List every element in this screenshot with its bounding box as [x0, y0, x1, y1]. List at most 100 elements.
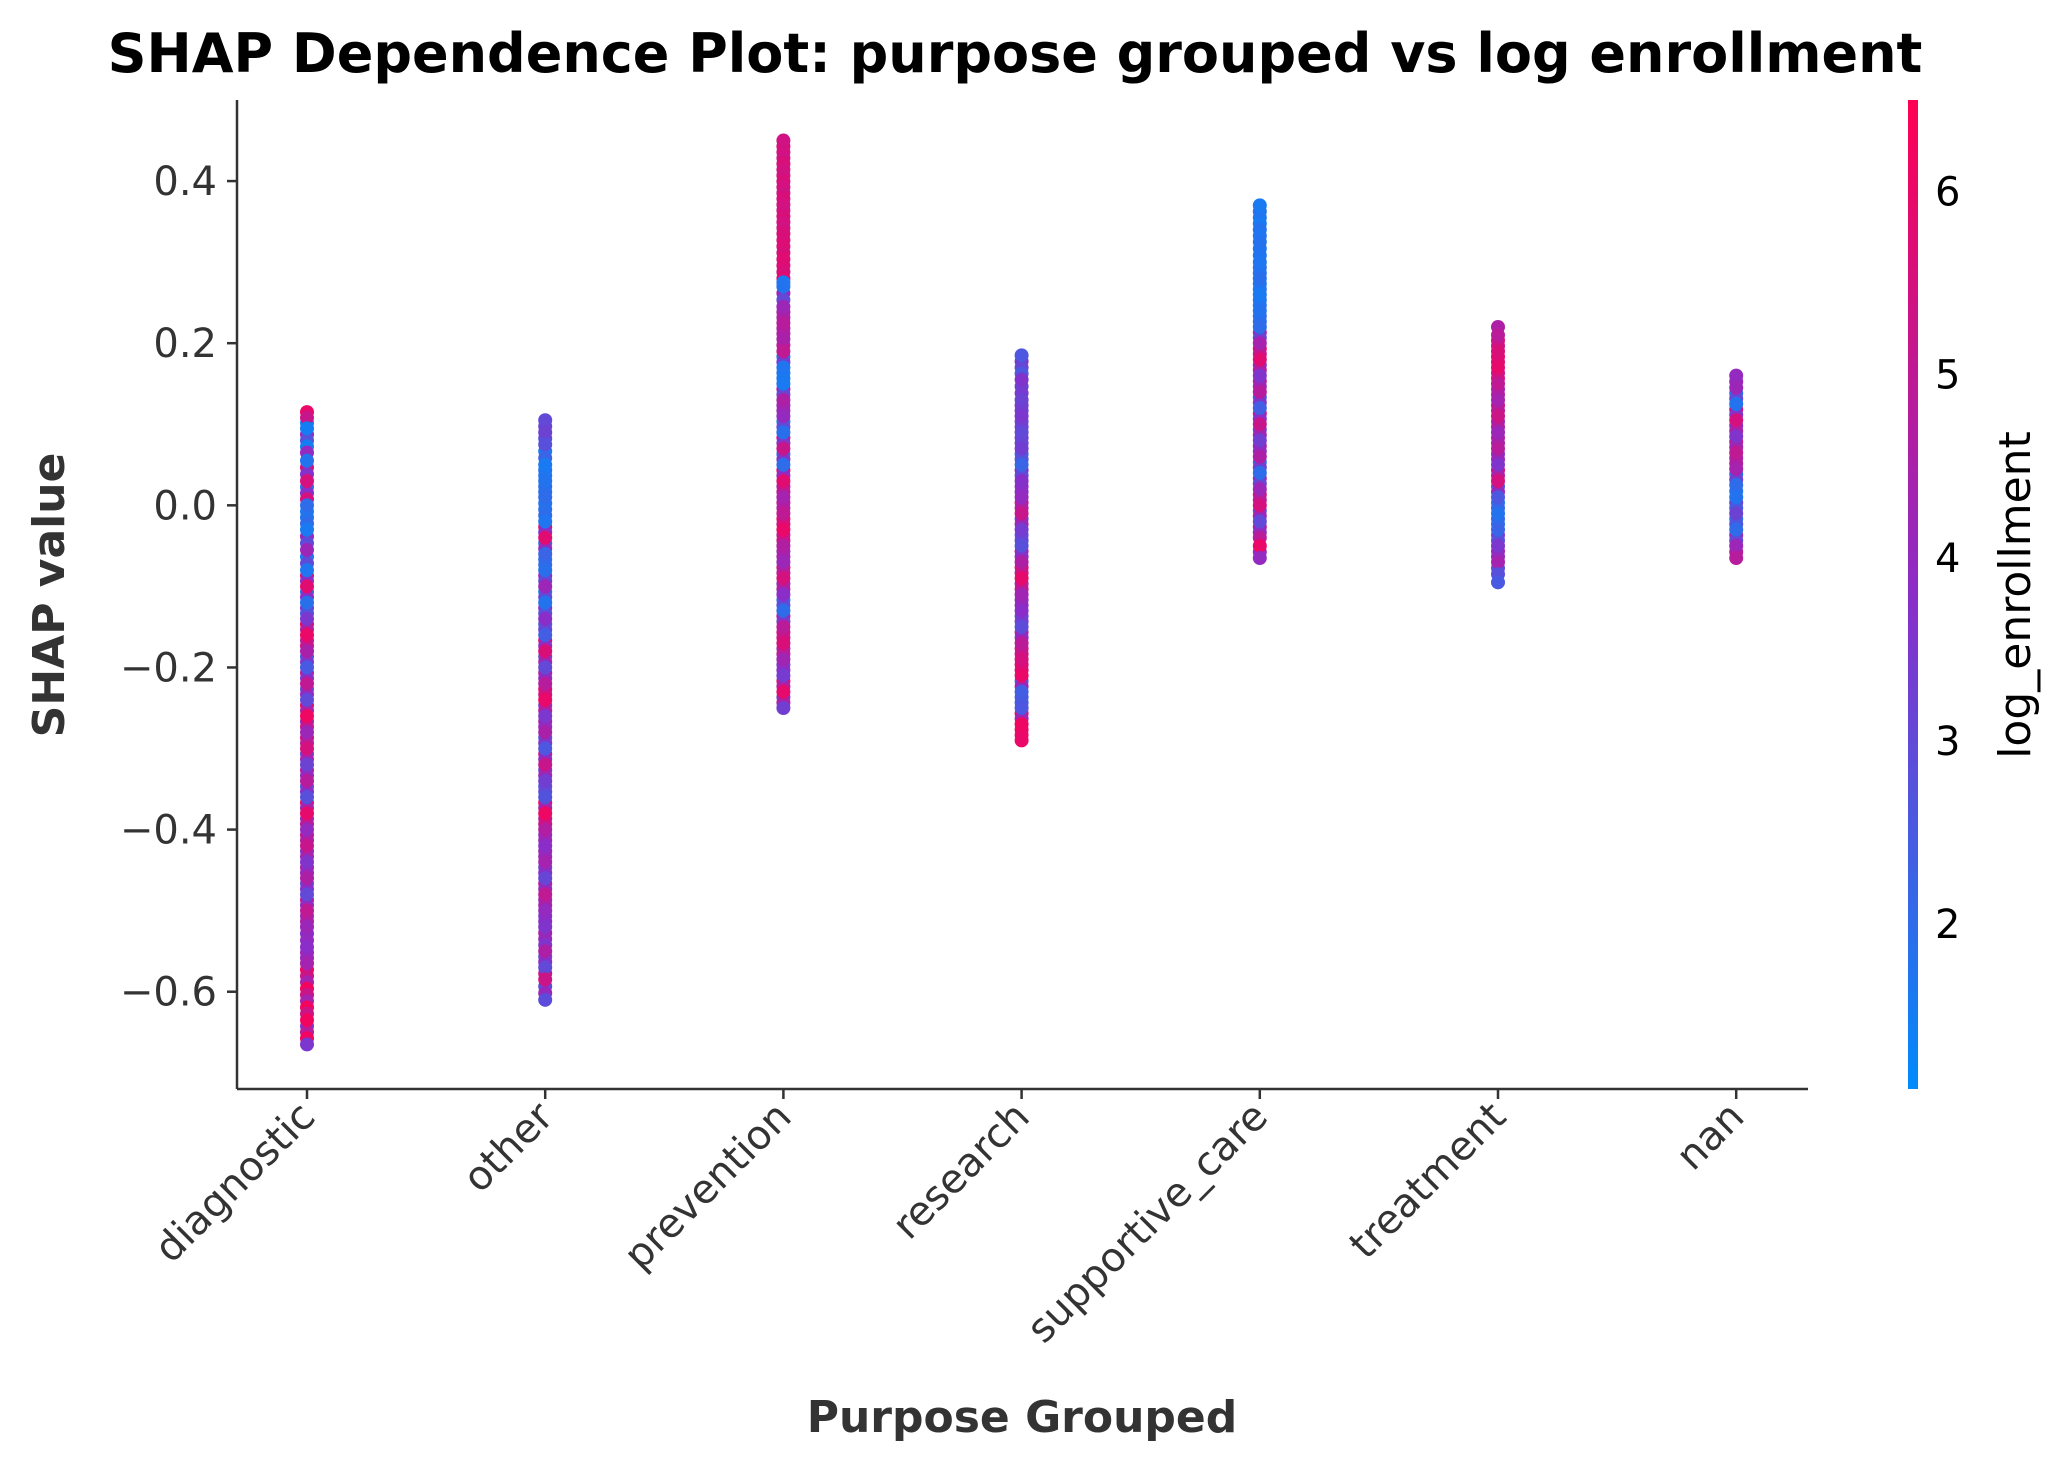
scatter-point: [300, 498, 314, 513]
colorbar-tick-label: 3: [1935, 719, 1960, 765]
scatter-point: [1729, 380, 1744, 395]
scatter-point: [300, 919, 314, 934]
scatter-point: [1014, 506, 1029, 521]
y-tick-label: 0.4: [153, 159, 217, 205]
scatter-point: [300, 790, 314, 805]
scatter-point: [1014, 372, 1029, 387]
x-tick-label: diagnostic: [146, 1094, 324, 1272]
scatter-point: [1729, 522, 1744, 537]
scatter-point: [1729, 413, 1744, 428]
scatter-point: [776, 684, 791, 699]
scatter-point: [1014, 425, 1029, 440]
scatter-point: [1491, 457, 1505, 472]
scatter-point: [1252, 433, 1267, 448]
x-ticks: diagnostic other prevention researchsupport…: [146, 1089, 1753, 1352]
scatter-point: [776, 425, 791, 440]
scatter-point: [776, 538, 791, 553]
scatter-point: [1252, 352, 1267, 367]
scatter-point: [300, 822, 314, 837]
colorbar-tick-label: 6: [1935, 170, 1960, 216]
y-tick-label: −0.4: [120, 808, 217, 854]
y-tick-label: −0.6: [120, 970, 217, 1016]
scatter-point: [1014, 733, 1029, 748]
scatter-point: [1014, 348, 1029, 363]
scatter-point: [300, 522, 314, 537]
scatter-point: [776, 506, 791, 521]
scatter-point: [300, 595, 314, 610]
scatter-point: [538, 595, 553, 610]
x-tick-label: other: [454, 1093, 562, 1201]
scatter-point: [538, 790, 553, 805]
scatter-point: [1729, 445, 1744, 460]
scatter-point: [1491, 441, 1505, 456]
scatter-point: [1252, 551, 1267, 566]
scatter-point: [1491, 474, 1505, 489]
scatter-point: [776, 700, 791, 715]
colorbar-tick-label: 5: [1935, 353, 1960, 399]
colorbar-ticks: 2 3 4 5 6: [1935, 170, 1960, 949]
scatter-point: [300, 709, 314, 724]
scatter-point: [1729, 429, 1744, 444]
plot-area: 0.4 0.2 0.0 −0.2 −0.4 −0.6 diagnostic other pre…: [120, 100, 1808, 1352]
scatter-point: [538, 887, 553, 902]
colorbar: 2 3 4 5 6 log_enrollment: [1908, 100, 2041, 1089]
scatter-point: [538, 628, 553, 643]
scatter-point: [1014, 571, 1029, 586]
scatter-point: [538, 474, 553, 489]
scatter-point: [776, 360, 791, 375]
scatter-point: [776, 279, 791, 294]
scatter-point: [1729, 506, 1744, 521]
scatter-point: [300, 806, 314, 821]
y-ticks: 0.4 0.2 0.0 −0.2 −0.4 −0.6: [120, 159, 237, 1016]
scatter-point: [1252, 234, 1267, 249]
scatter-point: [776, 376, 791, 391]
scatter-point: [1252, 465, 1267, 480]
scatter-point: [776, 571, 791, 586]
scatter-point: [1491, 555, 1505, 570]
scatter-point: [1014, 700, 1029, 715]
scatter-point: [538, 871, 553, 886]
scatter-point: [776, 315, 791, 330]
scatter-point: [538, 563, 553, 578]
scatter-point: [538, 992, 553, 1007]
scatter-point: [776, 522, 791, 537]
scatter-point: [538, 944, 553, 959]
scatter-point: [1729, 490, 1744, 505]
scatter-point: [1252, 198, 1267, 213]
scatter-point: [1491, 506, 1505, 521]
scatter-point: [1014, 409, 1029, 424]
scatter-point: [538, 514, 553, 529]
scatter-point: [776, 555, 791, 570]
x-tick-label: supportive_care: [1018, 1094, 1277, 1353]
colorbar-tick-label: 2: [1935, 902, 1960, 948]
scatter-point: [538, 579, 553, 594]
scatter-point: [300, 887, 314, 902]
scatter-point: [300, 692, 314, 707]
scatter-point: [776, 133, 791, 148]
scatter-point: [300, 676, 314, 691]
scatter-point: [538, 822, 553, 837]
scatter-point: [1491, 575, 1505, 590]
scatter-point: [1014, 668, 1029, 683]
scatter-point: [538, 457, 553, 472]
scatter-point: [538, 437, 553, 452]
scatter-point: [776, 636, 791, 651]
scatter-point: [538, 692, 553, 707]
scatter-point: [300, 1013, 314, 1028]
scatter-point: [1014, 392, 1029, 407]
scatter-point: [300, 579, 314, 594]
scatter-point: [1014, 636, 1029, 651]
scatter-point: [300, 903, 314, 918]
scatter-point: [1729, 551, 1744, 566]
scatter-point: [538, 425, 553, 440]
scatter-point: [776, 474, 791, 489]
x-tick-label: treatment: [1341, 1094, 1515, 1268]
scatter-point: [1014, 684, 1029, 699]
scatter-point: [1491, 344, 1505, 359]
scatter-point: [300, 644, 314, 659]
scatter-point: [776, 587, 791, 602]
scatter-point: [1014, 587, 1029, 602]
scatter-point: [538, 413, 553, 428]
scatter-point: [1014, 619, 1029, 634]
